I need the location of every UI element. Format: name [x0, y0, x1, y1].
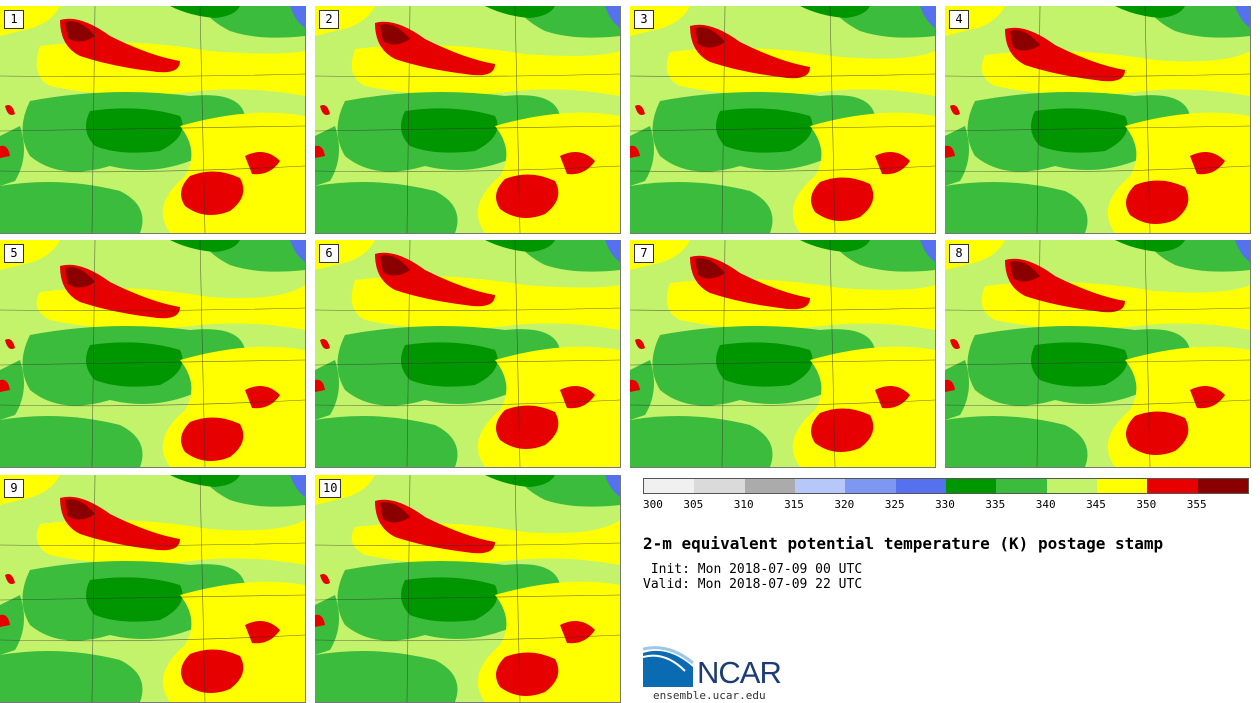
postage-stamp-map: 8 — [945, 240, 1251, 468]
postage-stamp-map: 9 — [0, 475, 306, 703]
colorbar-tick-label: 305 — [683, 498, 704, 511]
ncar-logo-mark — [643, 650, 693, 687]
colorbar-tick-label: 345 — [1086, 498, 1106, 511]
postage-stamp-map: 2 — [315, 6, 621, 234]
colorbar — [643, 478, 1249, 494]
colorbar-segment — [744, 479, 795, 493]
figure-title: 2-m equivalent potential temperature (K)… — [643, 534, 1164, 553]
member-number: 9 — [4, 479, 24, 498]
colorbar-segment — [694, 479, 745, 493]
valid-time: Valid: Mon 2018-07-09 22 UTC — [643, 577, 863, 592]
colorbar-tick-label: 340 — [1035, 498, 1056, 511]
member-number: 10 — [319, 479, 342, 498]
member-number: 5 — [4, 244, 24, 263]
colorbar-tick-label: 330 — [935, 498, 955, 511]
colorbar-tick-label: 355 — [1186, 498, 1207, 511]
postage-stamp-map: 3 — [630, 6, 936, 234]
init-time: Init: Mon 2018-07-09 00 UTC — [643, 562, 863, 577]
colorbar-tick-label: 310 — [733, 498, 754, 511]
site-url[interactable]: ensemble.ucar.edu — [653, 689, 766, 702]
colorbar-tick-label: 320 — [834, 498, 855, 511]
postage-stamp-map: 1 — [0, 6, 306, 234]
postage-stamp-map: 6 — [315, 240, 621, 468]
colorbar-tick-label: 315 — [784, 498, 804, 511]
colorbar-segment — [1046, 479, 1097, 493]
ncar-logo-text: NCAR — [697, 655, 782, 690]
ncar-logo — [643, 646, 694, 687]
postage-stamp-map: 10 — [315, 475, 621, 703]
member-number: 8 — [949, 244, 969, 263]
colorbar-segment — [794, 479, 846, 493]
member-number: 3 — [634, 10, 654, 29]
member-number: 4 — [949, 10, 969, 29]
colorbar-segment — [1096, 479, 1148, 493]
colorbar-segment — [1197, 479, 1248, 493]
colorbar-segment — [945, 479, 997, 493]
colorbar-tick-label: 325 — [884, 498, 905, 511]
colorbar-tick-label: 300 — [643, 498, 663, 511]
colorbar-segment — [644, 479, 695, 493]
colorbar-segment — [1147, 479, 1198, 493]
colorbar-tick-label: 335 — [985, 498, 1006, 511]
colorbar-tick-label: 350 — [1136, 498, 1157, 511]
colorbar-ticks: 300 305 310 315 320 325 330 335 340 345 350 355 — [643, 498, 1247, 512]
member-number: 1 — [4, 10, 24, 29]
colorbar-segment — [895, 479, 946, 493]
postage-stamp-map: 7 — [630, 240, 936, 468]
member-number: 2 — [319, 10, 339, 29]
colorbar-segment — [845, 479, 896, 493]
member-number: 6 — [319, 244, 339, 263]
postage-stamp-map: 5 — [0, 240, 306, 468]
colorbar-segment — [996, 479, 1047, 493]
postage-stamp-map: 4 — [945, 6, 1251, 234]
member-number: 7 — [634, 244, 654, 263]
